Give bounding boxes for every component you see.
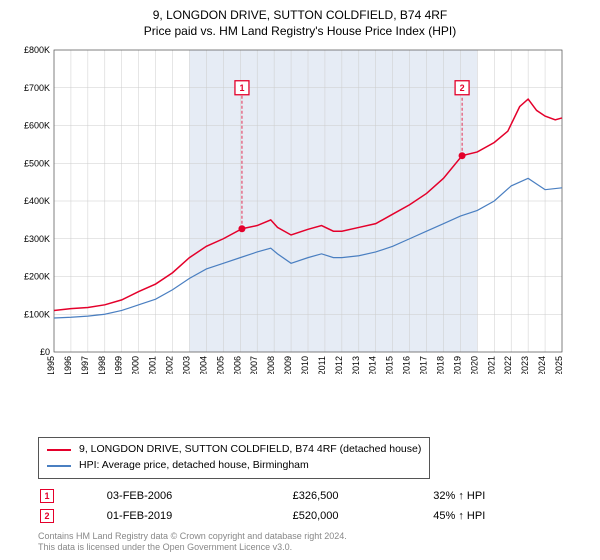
chart-area: £0 £100K £200K £300K £400K £500K £600K £700K £80… <box>10 44 590 429</box>
sale-date: 03-FEB-2006 <box>107 487 291 505</box>
svg-text:1998: 1998 <box>97 356 107 374</box>
svg-text:2009: 2009 <box>283 356 293 374</box>
svg-text:£700K: £700K <box>24 83 50 93</box>
legend-label: 9, LONGDON DRIVE, SUTTON COLDFIELD, B74 … <box>79 442 421 458</box>
svg-text:2003: 2003 <box>181 356 191 374</box>
svg-text:2015: 2015 <box>385 356 395 374</box>
svg-text:1999: 1999 <box>114 356 124 374</box>
price-chart: £0 £100K £200K £300K £400K £500K £600K £700K £80… <box>10 44 570 374</box>
svg-text:2005: 2005 <box>215 356 225 374</box>
svg-text:£600K: £600K <box>24 121 50 131</box>
sale-marker-badge: 2 <box>40 509 54 523</box>
svg-text:2024: 2024 <box>537 356 547 374</box>
svg-text:2013: 2013 <box>351 356 361 374</box>
svg-text:1995: 1995 <box>46 356 56 374</box>
sale-delta: 32% ↑ HPI <box>433 487 586 505</box>
svg-text:£800K: £800K <box>24 45 50 55</box>
title-block: 9, LONGDON DRIVE, SUTTON COLDFIELD, B74 … <box>10 8 590 38</box>
svg-text:1996: 1996 <box>63 356 73 374</box>
sale-date: 01-FEB-2019 <box>107 507 291 525</box>
legend-row: 9, LONGDON DRIVE, SUTTON COLDFIELD, B74 … <box>47 442 421 458</box>
svg-text:2014: 2014 <box>368 356 378 374</box>
legend-row: HPI: Average price, detached house, Birm… <box>47 458 421 474</box>
sale-price: £520,000 <box>293 507 432 525</box>
svg-text:1997: 1997 <box>80 356 90 374</box>
svg-text:2008: 2008 <box>266 356 276 374</box>
sales-table: 1 03-FEB-2006£326,50032% ↑ HPI 2 01-FEB-201… <box>38 485 588 527</box>
sale-row: 2 01-FEB-2019£520,00045% ↑ HPI <box>40 507 586 525</box>
svg-text:2010: 2010 <box>300 356 310 374</box>
svg-text:2020: 2020 <box>469 356 479 374</box>
svg-text:2002: 2002 <box>165 356 175 374</box>
svg-text:2: 2 <box>460 83 465 93</box>
sale-delta: 45% ↑ HPI <box>433 507 586 525</box>
svg-text:£500K: £500K <box>24 158 50 168</box>
svg-text:2012: 2012 <box>334 356 344 374</box>
sale-marker-badge: 1 <box>40 489 54 503</box>
legend: 9, LONGDON DRIVE, SUTTON COLDFIELD, B74 … <box>38 437 430 479</box>
svg-text:£300K: £300K <box>24 234 50 244</box>
legend-label: HPI: Average price, detached house, Birm… <box>79 458 309 474</box>
legend-swatch <box>47 449 71 451</box>
svg-text:2019: 2019 <box>452 356 462 374</box>
svg-text:£200K: £200K <box>24 272 50 282</box>
svg-text:1: 1 <box>239 83 244 93</box>
svg-text:£100K: £100K <box>24 309 50 319</box>
svg-text:2007: 2007 <box>249 356 259 374</box>
svg-text:£0: £0 <box>40 347 50 357</box>
svg-text:2018: 2018 <box>435 356 445 374</box>
svg-text:2011: 2011 <box>317 356 327 374</box>
footer-line-1: Contains HM Land Registry data © Crown c… <box>38 531 588 543</box>
svg-text:2001: 2001 <box>148 356 158 374</box>
svg-text:2017: 2017 <box>419 356 429 374</box>
svg-text:£400K: £400K <box>24 196 50 206</box>
svg-text:2023: 2023 <box>520 356 530 374</box>
legend-swatch <box>47 465 71 467</box>
footer-line-2: This data is licensed under the Open Gov… <box>38 542 588 554</box>
svg-text:2021: 2021 <box>486 356 496 374</box>
chart-subtitle: Price paid vs. HM Land Registry's House … <box>10 24 590 38</box>
svg-text:2016: 2016 <box>402 356 412 374</box>
svg-text:2022: 2022 <box>503 356 513 374</box>
svg-text:2006: 2006 <box>232 356 242 374</box>
svg-text:2000: 2000 <box>131 356 141 374</box>
svg-text:2025: 2025 <box>554 356 564 374</box>
sale-price: £326,500 <box>293 487 432 505</box>
chart-title: 9, LONGDON DRIVE, SUTTON COLDFIELD, B74 … <box>10 8 590 22</box>
footer-attribution: Contains HM Land Registry data © Crown c… <box>38 531 588 554</box>
svg-text:2004: 2004 <box>198 356 208 374</box>
sale-row: 1 03-FEB-2006£326,50032% ↑ HPI <box>40 487 586 505</box>
